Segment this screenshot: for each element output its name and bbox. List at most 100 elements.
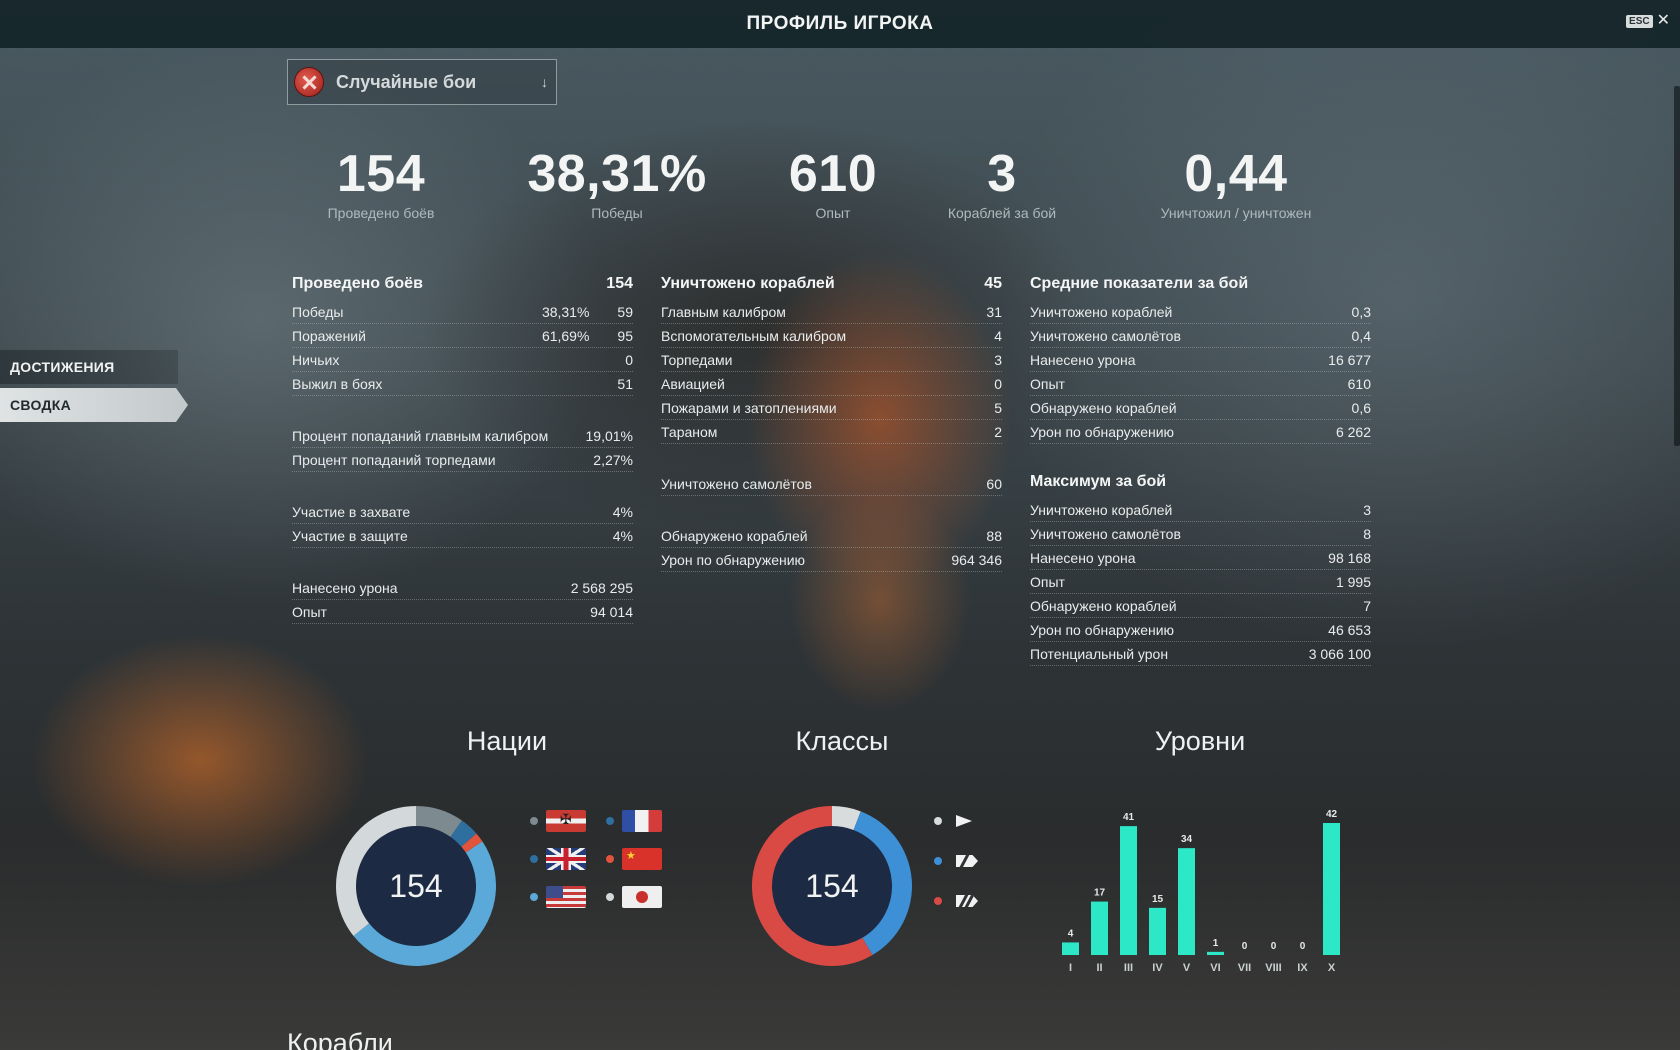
stat-value: 94 014 (590, 603, 633, 620)
stat-row: Выжил в боях 51 (292, 372, 633, 396)
tier-category-label: VII (1238, 962, 1251, 974)
sidebar: ДОСТИЖЕНИЯ СВОДКА (0, 350, 190, 422)
legend-dot (606, 817, 614, 825)
stat-label: Участие в защите (292, 527, 408, 544)
stat-label: Опыт (292, 603, 327, 620)
classes-donut-chart: 154 (750, 804, 914, 968)
donut-segment[interactable] (416, 806, 462, 837)
legend-item-cruiser[interactable] (934, 855, 978, 867)
legend-dot (934, 897, 942, 905)
tier-bar[interactable] (1149, 907, 1166, 955)
tier-category-label: II (1096, 962, 1102, 974)
usa-flag-icon (546, 886, 586, 908)
stat-row: Уничтожено самолётов 60 (661, 472, 1002, 496)
stat-label: Потенциальный урон (1030, 645, 1169, 662)
legend-item-usa[interactable] (530, 886, 586, 908)
stat-value: 46 653 (1328, 621, 1371, 638)
summary-label: Опыт (815, 205, 851, 221)
stat-value: 610 (1347, 375, 1371, 392)
stat-label: Тараном (661, 423, 718, 440)
stat-row: Авиацией 0 (661, 372, 1002, 396)
nations-donut-chart: 154 (334, 804, 498, 968)
legend-item-china[interactable] (606, 848, 662, 870)
donut-segment[interactable] (450, 820, 477, 847)
legend-item-germany[interactable] (530, 810, 586, 832)
summary-experience: 610 Опыт (723, 145, 943, 221)
stat-row: Процент попаданий торпедами 2,27% (292, 448, 633, 472)
stat-row: Урон по обнаружению 46 653 (1030, 618, 1371, 642)
stat-label: Обнаружено кораблей (1030, 399, 1177, 416)
battle-mode-dropdown[interactable]: Случайные бои ↓ (287, 59, 557, 105)
tier-category-label: VIII (1265, 962, 1282, 974)
stat-label: Уничтожено самолётов (1030, 327, 1181, 344)
sidebar-item-achievements[interactable]: ДОСТИЖЕНИЯ (0, 350, 178, 384)
close-icon[interactable]: ✕ (1656, 12, 1670, 29)
summary-value: 0,44 (1184, 145, 1288, 203)
stat-row: Обнаружено кораблей 88 (661, 524, 1002, 548)
stat-value: 60 (986, 475, 1002, 492)
donut-segment[interactable] (353, 841, 497, 967)
tier-bar[interactable] (1120, 826, 1137, 955)
stat-row: Уничтожено кораблей 0,3 (1030, 300, 1371, 324)
stat-row: Уничтожено самолётов 8 (1030, 522, 1371, 546)
stat-row: Нанесено урона 98 168 (1030, 546, 1371, 570)
tier-category-label: III (1124, 962, 1133, 974)
nations-donut-svg (336, 806, 497, 967)
tier-bar[interactable] (1178, 848, 1195, 955)
donut-segment[interactable] (853, 811, 912, 956)
legend-item-uk[interactable] (530, 848, 586, 870)
stat-label: Участие в захвате (292, 503, 411, 520)
tier-bar[interactable] (1207, 951, 1224, 955)
stat-label: Торпедами (661, 351, 733, 368)
stat-label: Вспомогательным калибром (661, 327, 847, 344)
window-header: ПРОФИЛЬ ИГРОКА ESC ✕ (0, 0, 1680, 48)
tier-bar[interactable] (1323, 823, 1340, 955)
legend-item-france[interactable] (606, 810, 662, 832)
stat-row: Опыт 1 995 (1030, 570, 1371, 594)
stat-label: Обнаружено кораблей (1030, 597, 1177, 614)
stat-row: Процент попаданий главным калибром 19,01% (292, 424, 633, 448)
stat-label: Уничтожено самолётов (1030, 525, 1181, 542)
esc-key-label: ESC (1626, 14, 1653, 28)
tier-category-label: IV (1152, 962, 1163, 974)
legend-dot (530, 817, 538, 825)
summary-wins: 38,31% Победы (507, 145, 727, 221)
donut-hole (772, 826, 892, 946)
donut-segment[interactable] (832, 806, 861, 830)
uk-flag-icon (546, 848, 586, 870)
stat-row: Пожарами и затоплениями 5 (661, 396, 1002, 420)
stat-row: Поражений 61,69% 95 (292, 324, 633, 348)
stat-value: 964 346 (951, 551, 1002, 568)
chevron-down-icon[interactable]: ↓ (541, 74, 548, 90)
donut-segment[interactable] (336, 806, 416, 936)
legend-item-battleship[interactable] (934, 895, 978, 907)
kills-column: Уничтожено кораблей 45 Главным калибром 3… (661, 272, 1002, 572)
close-button[interactable]: ESC ✕ (1626, 12, 1670, 29)
stat-value: 0,4 (1351, 327, 1371, 344)
donut-segment[interactable] (752, 806, 873, 966)
tier-value-label: 34 (1181, 834, 1193, 845)
summary-battles: 154 Проведено боёв (271, 145, 491, 221)
destroyer-class-icon (956, 815, 972, 827)
japan-flag-icon (622, 886, 662, 908)
stat-row: Вспомогательным калибром 4 (661, 324, 1002, 348)
stat-row: Потенциальный урон 3 066 100 (1030, 642, 1371, 666)
stat-label: Победы (292, 303, 344, 320)
donut-segment[interactable] (461, 833, 483, 853)
stat-value: 4% (612, 527, 633, 544)
stat-value: 1 995 (1335, 573, 1371, 590)
tier-bar[interactable] (1062, 942, 1079, 955)
tier-category-label: X (1328, 962, 1336, 974)
stat-value: 2,27% (593, 451, 633, 468)
tier-value-label: 41 (1123, 812, 1135, 823)
tiers-bar-svg: 4 I 17 II 41 III 15 IV 34 V 1 VI 0 VII 0 VIII 0 IX 42 X (1062, 809, 1340, 974)
sidebar-item-summary[interactable]: СВОДКА (0, 388, 188, 422)
stat-value: 5 (994, 399, 1002, 416)
summary-label: Победы (591, 205, 643, 221)
summary-value: 610 (788, 145, 878, 203)
tier-bar[interactable] (1091, 901, 1108, 955)
legend-item-destroyer[interactable] (934, 815, 972, 827)
scrollbar[interactable] (1674, 86, 1680, 446)
stat-label: Обнаружено кораблей (661, 527, 808, 544)
legend-item-japan[interactable] (606, 886, 662, 908)
